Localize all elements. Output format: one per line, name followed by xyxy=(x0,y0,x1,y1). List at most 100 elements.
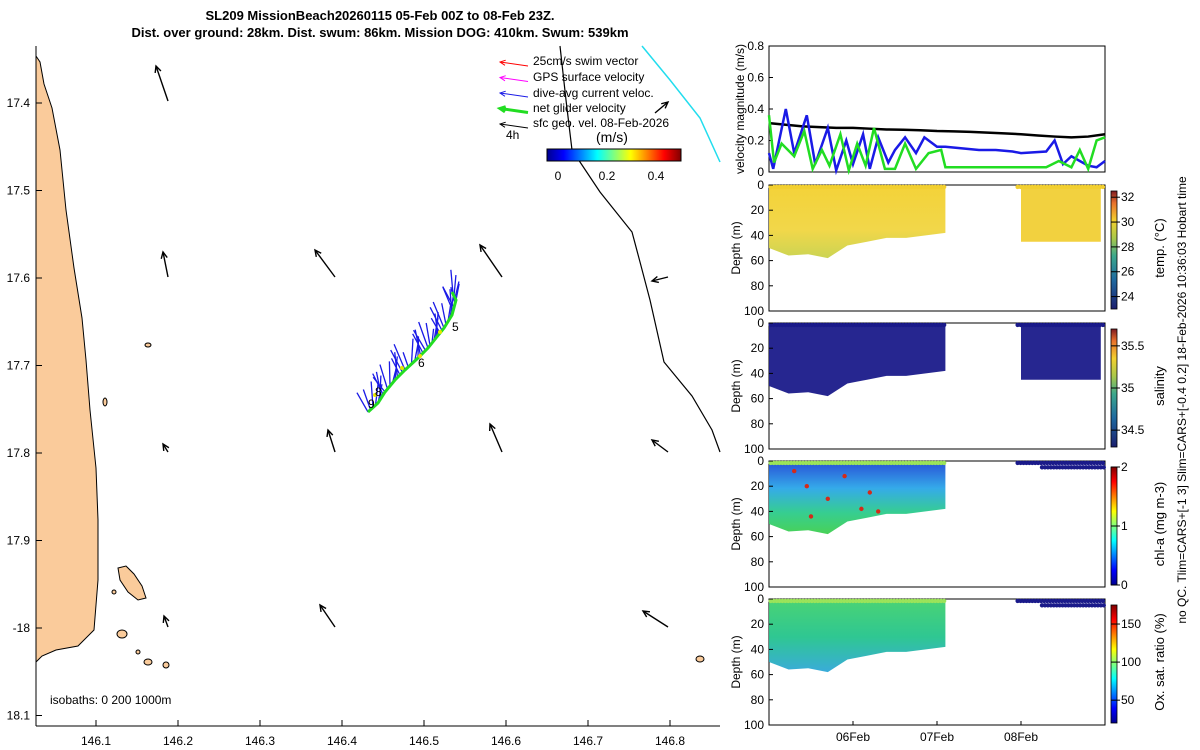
dive-avg-arrow xyxy=(412,333,424,354)
map-x-tick-label: 146.2 xyxy=(163,734,193,748)
geo-arrow-head xyxy=(661,100,670,109)
map-y-tick-label: 17.7 xyxy=(7,359,31,373)
colorbar-tick-label: 35 xyxy=(1121,381,1135,395)
depth-y-tick-label: 80 xyxy=(751,279,765,293)
glider-track xyxy=(356,269,460,414)
colorbar-label: chl-a (mg m-3) xyxy=(1152,482,1167,567)
colorbar-tick-label: 1 xyxy=(1121,519,1128,533)
depth-y-tick-label: 60 xyxy=(751,254,765,268)
geo-arrow xyxy=(489,423,503,453)
depth-ylabel: Depth (m) xyxy=(729,221,743,274)
colorbar-tick-label: 35.5 xyxy=(1121,339,1145,353)
depth-y-tick-label: 40 xyxy=(751,504,765,518)
chl-outlier-dot xyxy=(867,490,872,495)
dive-avg-arrow xyxy=(430,317,441,334)
gps-fix xyxy=(418,354,422,358)
colorbar-label: (m/s) xyxy=(596,129,628,145)
geo-arrow xyxy=(155,65,169,102)
surface-dots xyxy=(768,322,1106,328)
depth-panel: 0 20 40 60 80 100 Depth (m) 34.5 35 35.5 salinity xyxy=(729,316,1167,456)
surface-dot xyxy=(1100,184,1106,190)
surface-dot xyxy=(941,460,947,466)
dive-avg-arrow xyxy=(450,269,454,295)
legend-arrow-head xyxy=(498,59,506,66)
glider-path xyxy=(366,291,458,414)
velocity-y-tick-label: 0 xyxy=(757,165,764,179)
title-line-2: Dist. over ground: 28km. Dist. swum: 86k… xyxy=(131,25,628,40)
depth-y-tick-label: 20 xyxy=(751,617,765,631)
mainland-coast xyxy=(35,46,99,664)
geo-arrow xyxy=(651,439,669,453)
island xyxy=(695,655,705,663)
geo-arrow-head xyxy=(650,439,660,447)
geo-arrow-head xyxy=(162,614,170,624)
island xyxy=(117,565,147,601)
dive-avg-arrow xyxy=(372,376,386,393)
legend-arrow-head xyxy=(498,121,506,128)
depth-y-tick-label: 60 xyxy=(751,392,765,406)
depth-y-tick-label: 0 xyxy=(757,592,764,606)
velocity-y-tick-label: 0.2 xyxy=(747,134,764,148)
depth-y-tick-label: 80 xyxy=(751,693,765,707)
isobaths-note: isobaths: 0 200 1000m xyxy=(50,693,171,707)
colorbar-tick-label: 2 xyxy=(1121,460,1128,474)
geo-arrow xyxy=(314,249,336,278)
map-x-tick-label: 146.6 xyxy=(491,734,521,748)
track-label-9: 9 xyxy=(368,397,375,411)
time-tick-label: 06Feb xyxy=(836,730,870,744)
colorbar-label: salinity xyxy=(1152,366,1167,406)
surface-dot xyxy=(1100,322,1106,328)
gps-fix xyxy=(438,330,442,334)
legend-arrow-head xyxy=(496,105,507,114)
chl-outlier-dot xyxy=(792,468,797,474)
isobath-1000 xyxy=(641,45,721,163)
depth-ylabel: Depth (m) xyxy=(729,497,743,550)
depth-y-tick-label: 0 xyxy=(757,316,764,330)
depth-panel: 0 20 40 60 80 100 Depth (m) 50 100 150 Ox. sat. ra… xyxy=(729,592,1167,732)
dive-avg-arrow xyxy=(429,307,443,331)
dive-avg-arrow xyxy=(393,344,406,371)
island xyxy=(111,589,117,595)
surface-dot xyxy=(1101,465,1106,470)
velocity-series-dive-avg-current-veloc- xyxy=(767,108,1106,176)
map-y-tick-label: 18.1 xyxy=(7,709,31,723)
dive-avg-arrow xyxy=(402,352,409,368)
map-y-tick-label: 17.9 xyxy=(7,534,31,548)
dive-avg-arrow xyxy=(412,329,427,351)
depth-y-tick-label: 20 xyxy=(751,479,765,493)
map-x-tick-label: 146.3 xyxy=(245,734,275,748)
colorbar-tick: 0 xyxy=(555,169,562,183)
surface-dot xyxy=(1101,603,1106,608)
surface-dots xyxy=(768,460,1106,519)
map-ticks: 146.1 146.2 146.3 146.4 146.5 146.6 146.7 146.8… xyxy=(7,96,686,748)
legend-arrow-head xyxy=(498,75,506,82)
surface-dot xyxy=(941,184,947,190)
geo-arrow xyxy=(642,610,669,628)
geo-arrow-head xyxy=(162,442,170,452)
track-label-8: 8 xyxy=(375,385,382,399)
colorbar-label: temp. (°C) xyxy=(1152,218,1167,277)
colorbar-tick-label: 150 xyxy=(1121,617,1141,631)
depth-y-tick-label: 100 xyxy=(744,442,764,456)
depth-panel: 0 20 40 60 80 100 Depth (m) 24 26 28 30 32 temp. (°C… xyxy=(729,178,1167,318)
colorbar-tick: 0.2 xyxy=(599,169,616,183)
colorbar-tick-label: 32 xyxy=(1121,190,1135,204)
depth-profile-fill xyxy=(769,187,946,259)
time-axis: 06Feb 07Feb 08Feb xyxy=(836,721,1038,744)
colorbar-tick-label: 30 xyxy=(1121,215,1135,229)
depth-y-tick-label: 0 xyxy=(757,454,764,468)
geo-arrow-head xyxy=(160,250,168,259)
depth-panel: 0 20 40 60 80 100 Depth (m) 0 1 2 chl-a (mg m-3) xyxy=(729,454,1167,594)
sfc-geo-velocity-arrows xyxy=(154,64,670,628)
legend-arrow xyxy=(499,77,529,82)
surface-dot xyxy=(1100,598,1106,604)
geo-arrow xyxy=(479,244,503,278)
geo-arrow xyxy=(327,429,336,453)
dive-avg-arrow xyxy=(425,322,431,346)
colorbar-tick: 0.4 xyxy=(648,169,665,183)
colorbar-tick-label: 50 xyxy=(1121,693,1135,707)
velocity-series-net-glider-velocity xyxy=(767,115,1106,176)
map-x-tick-label: 146.7 xyxy=(573,734,603,748)
